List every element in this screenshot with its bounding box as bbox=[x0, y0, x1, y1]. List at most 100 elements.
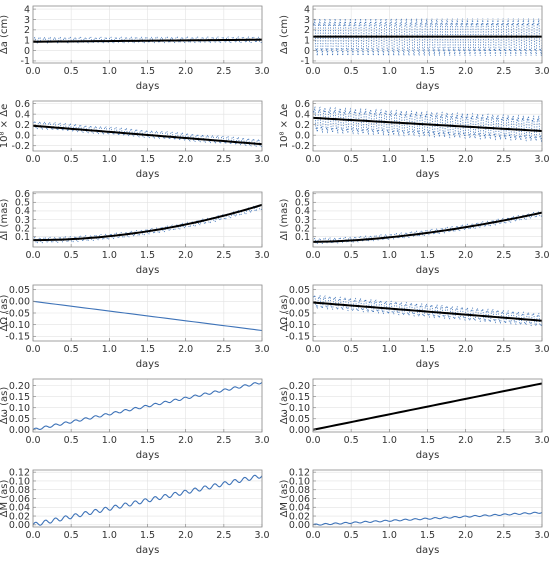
x-tick-label: 3.0 bbox=[534, 250, 549, 261]
y-tick-label: 0.6 bbox=[295, 99, 310, 110]
x-tick-label: 1.5 bbox=[420, 530, 435, 541]
trend-line bbox=[313, 382, 542, 431]
plot-area bbox=[313, 18, 542, 56]
y-axis-label: ΔI (mas) bbox=[279, 198, 290, 240]
y-axis-label: ΔI (mas) bbox=[0, 198, 10, 240]
x-tick-label: 0.0 bbox=[305, 66, 320, 77]
x-tick-label: 2.0 bbox=[178, 435, 193, 446]
x-tick-label: 2.5 bbox=[216, 250, 231, 261]
x-tick-label: 0.0 bbox=[305, 435, 320, 446]
x-tick-label: 0.5 bbox=[64, 530, 79, 541]
x-axis-label: days bbox=[136, 169, 160, 180]
x-tick-label: 1.5 bbox=[140, 250, 155, 261]
y-tick-label: 3 bbox=[24, 15, 30, 26]
y-tick-label: 0.10 bbox=[9, 403, 30, 414]
x-tick-label: 1.0 bbox=[102, 530, 117, 541]
x-tick-label: 2.0 bbox=[178, 250, 193, 261]
x-tick-label: 3.0 bbox=[254, 344, 269, 355]
x-tick-label: 1.0 bbox=[382, 66, 397, 77]
y-tick-label: 0 bbox=[304, 46, 310, 57]
x-tick-label: 2.0 bbox=[178, 66, 193, 77]
y-axis-label: Δa (cm) bbox=[0, 15, 10, 54]
x-tick-label: 1.5 bbox=[140, 530, 155, 541]
series-line bbox=[33, 381, 262, 431]
y-tick-label: 0.05 bbox=[289, 285, 310, 296]
series-line bbox=[33, 300, 262, 332]
y-tick-label: 0.00 bbox=[9, 297, 30, 308]
x-tick-label: 1.0 bbox=[102, 344, 117, 355]
y-tick-label: 4 bbox=[24, 4, 30, 15]
x-tick-label: 0.0 bbox=[25, 530, 40, 541]
y-tick-label: -0.2 bbox=[11, 141, 30, 152]
x-tick-label: 0.0 bbox=[305, 154, 320, 165]
y-tick-label: 0.00 bbox=[289, 297, 310, 308]
x-tick-label: 3.0 bbox=[534, 154, 549, 165]
x-tick-label: 0.5 bbox=[344, 344, 359, 355]
panel-10: 0.0 0.5 1.0 1.5 2.0 2.5 3.0 0.000.050.100.150.2… bbox=[279, 378, 550, 461]
x-tick-label: 0.0 bbox=[305, 530, 320, 541]
y-tick-label: 0.12 bbox=[9, 467, 30, 478]
x-tick-label: 1.0 bbox=[382, 250, 397, 261]
x-axis-label: days bbox=[416, 450, 440, 461]
x-tick-label: 2.5 bbox=[496, 344, 511, 355]
panel-9: 0.0 0.5 1.0 1.5 2.0 2.5 3.0 0.000.050.100.150.2… bbox=[0, 378, 270, 461]
x-tick-label: 0.0 bbox=[25, 154, 40, 165]
panel-6: 0.0 0.5 1.0 1.5 2.0 2.5 3.00.10.20.30.40.50.6d… bbox=[279, 189, 550, 276]
y-tick-label: -0.15 bbox=[5, 332, 30, 343]
x-tick-label: 2.0 bbox=[178, 530, 193, 541]
x-tick-label: 0.0 bbox=[25, 66, 40, 77]
x-tick-label: 0.5 bbox=[344, 250, 359, 261]
panel-5: 0.0 0.5 1.0 1.5 2.0 2.5 3.00.10.20.30.40.50.6d… bbox=[0, 189, 270, 276]
plot-area bbox=[313, 511, 542, 526]
x-tick-label: 0.5 bbox=[344, 66, 359, 77]
x-tick-label: 0.0 bbox=[25, 435, 40, 446]
y-tick-label: 3 bbox=[304, 15, 310, 26]
trend-line bbox=[313, 301, 542, 322]
trend-line bbox=[33, 124, 262, 146]
y-tick-label: 0.0 bbox=[295, 131, 310, 142]
x-tick-label: 1.0 bbox=[382, 435, 397, 446]
y-tick-label: -0.2 bbox=[291, 141, 310, 152]
trend-line bbox=[313, 116, 542, 132]
y-tick-label: -0.05 bbox=[285, 308, 310, 319]
y-axis-label: ΔM (as) bbox=[279, 480, 290, 518]
x-tick-label: 1.0 bbox=[382, 154, 397, 165]
y-tick-label: 0.05 bbox=[9, 285, 30, 296]
y-tick-label: 0.06 bbox=[289, 494, 310, 505]
y-tick-label: 0.10 bbox=[289, 476, 310, 487]
x-axis-label: days bbox=[416, 545, 440, 556]
x-tick-label: 3.0 bbox=[254, 154, 269, 165]
y-tick-label: 0.3 bbox=[15, 215, 30, 226]
panel-4: 0.0 0.5 1.0 1.5 2.0 2.5 3.0-0.20.00.20.40.6day… bbox=[279, 99, 550, 180]
x-tick-label: 0.5 bbox=[64, 250, 79, 261]
x-tick-label: 3.0 bbox=[534, 435, 549, 446]
x-tick-label: 0.5 bbox=[344, 530, 359, 541]
x-tick-label: 1.5 bbox=[140, 435, 155, 446]
x-tick-label: 3.0 bbox=[254, 66, 269, 77]
plot-area bbox=[33, 300, 262, 332]
y-tick-label: 0.05 bbox=[9, 414, 30, 425]
y-tick-label: 0.2 bbox=[15, 120, 30, 131]
x-tick-label: 0.0 bbox=[305, 344, 320, 355]
x-tick-label: 1.5 bbox=[420, 250, 435, 261]
series-line bbox=[313, 511, 542, 526]
y-tick-label: 0.6 bbox=[15, 99, 30, 110]
x-tick-label: 1.0 bbox=[382, 344, 397, 355]
y-tick-label: -0.05 bbox=[5, 308, 30, 319]
y-tick-label: -1 bbox=[301, 56, 310, 67]
x-tick-label: 3.0 bbox=[254, 250, 269, 261]
x-tick-label: 1.5 bbox=[420, 154, 435, 165]
x-tick-label: 0.5 bbox=[344, 435, 359, 446]
y-tick-label: 0.4 bbox=[295, 109, 310, 120]
x-tick-label: 1.0 bbox=[102, 250, 117, 261]
x-axis-label: days bbox=[416, 81, 440, 92]
x-axis-label: days bbox=[136, 545, 160, 556]
y-tick-label: 0.00 bbox=[289, 520, 310, 531]
x-tick-label: 2.0 bbox=[458, 344, 473, 355]
x-tick-label: 3.0 bbox=[254, 435, 269, 446]
panel-11: 0.0 0.5 1.0 1.5 2.0 2.5 3.0 0.000.020.040.060.0… bbox=[0, 467, 270, 556]
y-tick-label: 0.3 bbox=[295, 215, 310, 226]
